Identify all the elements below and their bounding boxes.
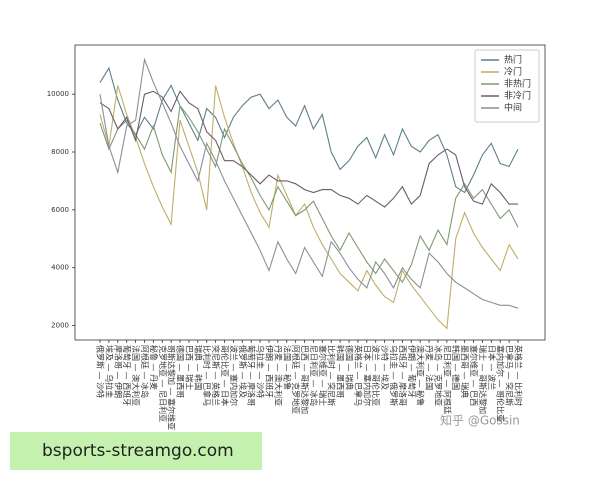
x-tick-label: 韩国 — 墨西哥 xyxy=(336,345,346,398)
legend-label: 非冷门 xyxy=(504,90,531,102)
x-tick-label: 瑞典 — 韩国 xyxy=(193,345,203,390)
x-tick-label: 日本 — 塞内加尔 xyxy=(362,345,372,406)
x-tick-label: 塞尔维亚 — 巴西 xyxy=(469,345,479,406)
y-tick-label: 10000 xyxy=(47,90,69,98)
x-tick-label: 波兰 — 塞内加尔 xyxy=(229,345,239,406)
x-tick-label: 巴拿马 — 突尼斯 xyxy=(505,345,515,406)
x-tick-label: 伊朗 — 西班牙 xyxy=(264,345,274,398)
x-tick-label: 突尼斯 — 英格兰 xyxy=(211,345,221,406)
x-tick-label: 俄罗斯 — 埃及 xyxy=(238,345,248,398)
x-tick-label: 墨西哥 — 瑞典 xyxy=(460,345,470,398)
x-tick-label: 德国 — 瑞典 xyxy=(345,345,355,390)
y-tick-label: 8000 xyxy=(51,148,69,156)
x-tick-label: 冰岛 — 克罗地亚 xyxy=(433,345,443,406)
x-tick-label: 乌拉圭 — 俄罗斯 xyxy=(389,345,399,406)
x-tick-label: 俄罗斯 — 沙特 xyxy=(96,345,106,398)
x-tick-label: 尼日利亚 — 阿根廷 xyxy=(442,345,452,414)
x-tick-label: 埃及 — 乌拉圭 xyxy=(104,345,114,398)
x-tick-label: 葡萄牙 — 摩洛哥 xyxy=(247,345,257,406)
x-tick-label: 尼日利亚 — 冰岛 xyxy=(309,345,319,406)
x-tick-label: 葡萄牙 — 西班牙 xyxy=(122,345,132,406)
x-tick-label: 法国 — 澳大利亚 xyxy=(131,345,141,406)
x-tick-label: 塞内加尔 — 哥伦比亚 xyxy=(496,345,506,422)
x-tick-label: 克罗地亚 — 尼日利亚 xyxy=(158,345,168,422)
x-tick-label: 摩洛哥 — 伊朗 xyxy=(113,345,123,398)
x-tick-label: 英格兰 — 比利时 xyxy=(514,345,524,406)
x-tick-label: 比利时 — 巴拿马 xyxy=(202,345,212,406)
x-tick-label: 日本 — 波兰 xyxy=(487,345,497,390)
x-tick-label: 韩国 — 德国 xyxy=(451,345,461,390)
x-tick-label: 秘鲁 — 丹麦 xyxy=(149,345,159,390)
series-line xyxy=(99,57,519,309)
series-line xyxy=(99,104,519,284)
banner[interactable]: bsports-streamgo.com xyxy=(10,432,262,470)
x-tick-label: 丹麦 — 法国 xyxy=(425,345,435,390)
x-tick-label: 阿根廷 — 冰岛 xyxy=(140,345,150,398)
x-tick-label: 沙特 — 埃及 xyxy=(380,345,390,390)
legend-label: 热门 xyxy=(504,54,522,66)
x-tick-label: 澳大利亚 — 秘鲁 xyxy=(416,345,426,406)
x-tick-label: 瑞士 — 哥斯达黎加 xyxy=(478,345,488,414)
x-tick-label: 乌拉圭 — 沙特 xyxy=(256,345,266,398)
x-tick-label: 塞尔维亚 — 瑞士 xyxy=(318,345,328,406)
legend-label: 中间 xyxy=(504,102,522,114)
x-tick-label: 法国 — 秘鲁 xyxy=(282,345,292,390)
x-tick-label: 巴西 — 哥斯达黎加 xyxy=(300,345,310,414)
x-tick-label: 阿根廷 — 克罗地亚 xyxy=(291,345,301,414)
x-tick-label: 德国 — 墨西哥 xyxy=(176,345,186,398)
legend-label: 非热门 xyxy=(504,78,531,90)
y-tick-label: 2000 xyxy=(51,322,69,330)
x-tick-label: 哥伦比亚 — 日本 xyxy=(220,345,230,406)
x-tick-label: 英格兰 — 巴拿马 xyxy=(353,345,363,406)
x-tick-label: 丹麦 — 澳大利亚 xyxy=(273,345,283,406)
x-tick-label: 巴西 — 瑞士 xyxy=(184,345,194,390)
series-line xyxy=(99,66,519,194)
x-tick-label: 比利时 — 突尼斯 xyxy=(327,345,337,406)
plot-frame xyxy=(74,44,546,341)
series-line xyxy=(99,85,519,330)
y-tick-label: 6000 xyxy=(51,206,69,214)
x-tick-label: 哥斯达黎加 — 塞尔维亚 xyxy=(167,345,177,430)
series-line xyxy=(99,90,518,208)
watermark: 知乎 @Gossin xyxy=(440,414,520,428)
y-tick-label: 4000 xyxy=(51,264,69,272)
x-tick-label: 波兰 — 哥伦比亚 xyxy=(371,345,381,406)
x-tick-label: 伊朗 — 葡萄牙 xyxy=(407,345,417,398)
legend-box xyxy=(474,49,540,123)
x-tick-label: 西班牙 — 摩洛哥 xyxy=(398,345,408,406)
legend-label: 冷门 xyxy=(504,66,522,78)
